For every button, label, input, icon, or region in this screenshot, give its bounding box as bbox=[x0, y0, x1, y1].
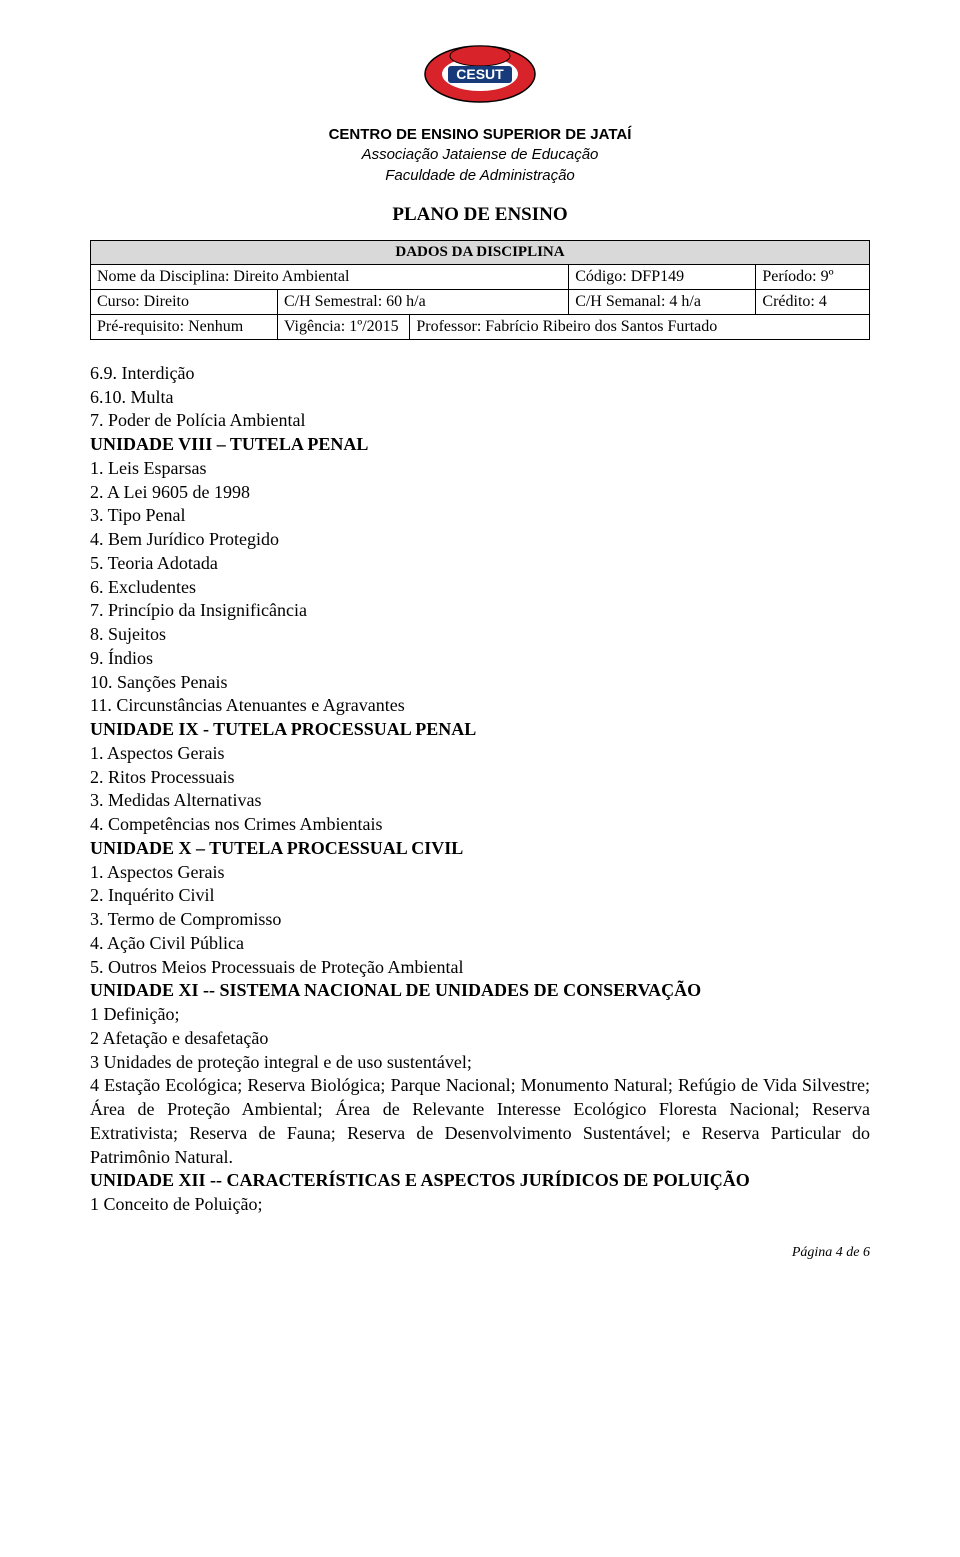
ch-semestral: C/H Semestral: 60 h/a bbox=[277, 289, 568, 314]
unit-title: UNIDADE XII -- CARACTERÍSTICAS E ASPECTO… bbox=[90, 1169, 870, 1193]
unit-title: UNIDADE VIII – TUTELA PENAL bbox=[90, 433, 870, 457]
cesut-logo-icon: CESUT bbox=[405, 30, 555, 112]
list-item: 6.9. Interdição bbox=[90, 362, 870, 386]
list-item: 7. Princípio da Insignificância bbox=[90, 599, 870, 623]
list-item: 5. Outros Meios Processuais de Proteção … bbox=[90, 956, 870, 980]
info-table: DADOS DA DISCIPLINA Nome da Disciplina: … bbox=[90, 240, 870, 340]
header-text: CENTRO DE ENSINO SUPERIOR DE JATAÍ Assoc… bbox=[90, 125, 870, 186]
course: Curso: Direito bbox=[91, 289, 278, 314]
list-item: 1. Leis Esparsas bbox=[90, 457, 870, 481]
list-item: 3. Medidas Alternativas bbox=[90, 789, 870, 813]
discipline-code: Código: DFP149 bbox=[569, 264, 756, 289]
list-item: 4 Estação Ecológica; Reserva Biológica; … bbox=[90, 1074, 870, 1169]
list-item: 3. Termo de Compromisso bbox=[90, 908, 870, 932]
list-item: 2. A Lei 9605 de 1998 bbox=[90, 481, 870, 505]
list-item: 1. Aspectos Gerais bbox=[90, 861, 870, 885]
svg-text:CESUT: CESUT bbox=[456, 66, 504, 82]
professor: Professor: Fabrício Ribeiro dos Santos F… bbox=[410, 314, 870, 339]
list-item: 5. Teoria Adotada bbox=[90, 552, 870, 576]
content-body: 6.9. Interdição 6.10. Multa 7. Poder de … bbox=[90, 362, 870, 1217]
discipline-name: Nome da Disciplina: Direito Ambiental bbox=[91, 264, 569, 289]
association-name: Associação Jataiense de Educação bbox=[90, 145, 870, 165]
info-table-heading: DADOS DA DISCIPLINA bbox=[91, 240, 870, 264]
list-item: 2. Ritos Processuais bbox=[90, 766, 870, 790]
list-item: 4. Competências nos Crimes Ambientais bbox=[90, 813, 870, 837]
list-item: 2 Afetação e desafetação bbox=[90, 1027, 870, 1051]
list-item: 11. Circunstâncias Atenuantes e Agravant… bbox=[90, 694, 870, 718]
discipline-period: Período: 9º bbox=[756, 264, 870, 289]
ch-semanal: C/H Semanal: 4 h/a bbox=[569, 289, 756, 314]
list-item: 4. Bem Jurídico Protegido bbox=[90, 528, 870, 552]
unit-title: UNIDADE IX - TUTELA PROCESSUAL PENAL bbox=[90, 718, 870, 742]
page: CESUT CENTRO DE ENSINO SUPERIOR DE JATAÍ… bbox=[0, 0, 960, 1301]
list-item: 7. Poder de Polícia Ambiental bbox=[90, 409, 870, 433]
list-item: 1 Definição; bbox=[90, 1003, 870, 1027]
logo-wrap: CESUT bbox=[90, 30, 870, 117]
list-item: 6.10. Multa bbox=[90, 386, 870, 410]
list-item: 3. Tipo Penal bbox=[90, 504, 870, 528]
credit: Crédito: 4 bbox=[756, 289, 870, 314]
list-item: 8. Sujeitos bbox=[90, 623, 870, 647]
list-item: 9. Índios bbox=[90, 647, 870, 671]
list-item: 1 Conceito de Poluição; bbox=[90, 1193, 870, 1217]
list-item: 6. Excludentes bbox=[90, 576, 870, 600]
list-item: 1. Aspectos Gerais bbox=[90, 742, 870, 766]
list-item: 2. Inquérito Civil bbox=[90, 884, 870, 908]
term: Vigência: 1º/2015 bbox=[277, 314, 409, 339]
unit-title: UNIDADE XI -- SISTEMA NACIONAL DE UNIDAD… bbox=[90, 979, 870, 1003]
page-footer: Página 4 de 6 bbox=[90, 1245, 870, 1261]
faculty-name: Faculdade de Administração bbox=[90, 166, 870, 186]
list-item: 3 Unidades de proteção integral e de uso… bbox=[90, 1051, 870, 1075]
unit-title: UNIDADE X – TUTELA PROCESSUAL CIVIL bbox=[90, 837, 870, 861]
list-item: 4. Ação Civil Pública bbox=[90, 932, 870, 956]
list-item: 10. Sanções Penais bbox=[90, 671, 870, 695]
institution-name: CENTRO DE ENSINO SUPERIOR DE JATAÍ bbox=[90, 125, 870, 145]
document-title: PLANO DE ENSINO bbox=[90, 204, 870, 226]
prerequisite: Pré-requisito: Nenhum bbox=[91, 314, 278, 339]
